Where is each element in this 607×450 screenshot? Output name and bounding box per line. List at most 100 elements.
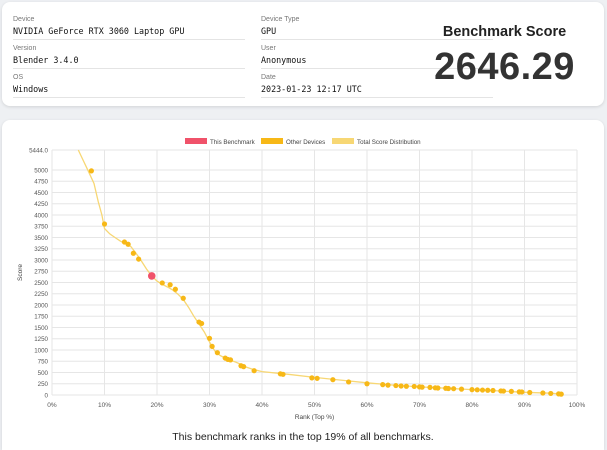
y-tick-label: 250: [38, 381, 49, 388]
other-device-point: [309, 375, 315, 381]
user-value: Anonymous: [261, 55, 307, 65]
version-value: Blender 3.4.0: [13, 55, 79, 65]
y-tick-label: 4250: [34, 201, 48, 208]
device-info-card: Device NVIDIA GeForce RTX 3060 Laptop GP…: [2, 2, 604, 106]
legend-swatch: [185, 138, 207, 144]
other-device-point: [199, 320, 205, 327]
x-tick-label: 100%: [569, 402, 586, 409]
other-device-point: [227, 357, 234, 363]
y-tick-label: 2000: [34, 302, 48, 309]
other-device-point: [88, 168, 94, 174]
score-distribution-chart: 0 250 500 750 1000 1250 1500 1750 2000 2250 2500 27…: [17, 138, 586, 421]
legend-label: Other Devices: [286, 139, 325, 146]
date-value: 2023-01-23 12:17 UTC: [261, 84, 362, 94]
other-device-point: [411, 383, 417, 390]
other-device-point: [130, 250, 136, 256]
x-tick-label: 20%: [150, 402, 163, 409]
divider: [261, 68, 493, 69]
other-device-point: [403, 383, 409, 389]
device-field: Device NVIDIA GeForce RTX 3060 Laptop GP…: [13, 15, 245, 40]
x-tick-label: 40%: [255, 402, 268, 409]
y-tick-label: 1750: [34, 314, 48, 321]
other-device-point: [136, 256, 142, 262]
device-type-label: Device Type: [261, 16, 300, 23]
other-device-point: [385, 382, 391, 388]
other-device-point: [346, 379, 352, 385]
x-axis-title: Rank (Top %): [295, 414, 334, 421]
other-device-point: [214, 350, 220, 356]
y-axis-title: Score: [17, 264, 24, 281]
other-device-point: [209, 343, 215, 349]
other-device-point: [101, 221, 108, 227]
y-tick-label: 3250: [34, 246, 48, 253]
x-tick-label: 0%: [47, 402, 57, 409]
other-device-point: [445, 385, 451, 392]
y-tick-label: 5000: [34, 167, 48, 174]
other-device-point: [172, 286, 178, 292]
other-device-point: [474, 387, 480, 393]
y-tick-label: 1250: [34, 336, 48, 343]
other-device-point: [125, 241, 131, 247]
benchmark-score-title: Benchmark Score: [442, 24, 567, 40]
other-device-point: [167, 282, 173, 288]
date-field: Date 2023-01-23 12:17 UTC: [261, 73, 493, 98]
other-device-point: [558, 391, 564, 397]
divider: [261, 39, 493, 40]
os-field: OS Windows: [13, 73, 245, 98]
x-tick-label: 80%: [465, 402, 478, 409]
x-tick-label: 90%: [518, 402, 531, 409]
other-device-point: [398, 383, 404, 389]
legend-swatch: [261, 138, 283, 144]
y-tick-label: 5444.0: [29, 148, 48, 155]
x-tick-label: 70%: [413, 402, 426, 409]
y-tick-label: 4500: [34, 190, 48, 197]
other-device-point: [540, 390, 546, 396]
other-device-point: [251, 368, 257, 374]
distribution-line: [77, 149, 562, 395]
other-device-point: [519, 389, 525, 395]
y-tick-label: 500: [38, 370, 49, 377]
other-device-point: [159, 280, 165, 286]
y-tick-label: 2500: [34, 280, 48, 287]
chart-card: 0 250 500 750 1000 1250 1500 1750 2000 2250 2500 27…: [2, 120, 604, 450]
legend-label: This Benchmark: [210, 139, 256, 146]
divider: [13, 39, 245, 40]
version-field: Version Blender 3.4.0: [13, 44, 245, 69]
legend-swatch: [332, 138, 354, 144]
y-tick-label: 3500: [34, 235, 48, 242]
y-tick-label: 3750: [34, 224, 48, 231]
other-device-point: [330, 377, 336, 383]
other-device-point: [206, 335, 213, 341]
other-device-point: [280, 371, 286, 377]
other-device-point: [241, 364, 247, 370]
other-device-point: [508, 388, 514, 394]
device-type-field: Device Type GPU: [261, 15, 493, 40]
other-device-point: [527, 389, 533, 396]
other-device-point: [364, 381, 370, 387]
other-device-point: [490, 387, 496, 394]
other-device-point: [500, 388, 507, 394]
other-device-point: [393, 382, 399, 389]
os-value: Windows: [13, 84, 49, 94]
legend-label: Total Score Distribution: [357, 139, 421, 146]
y-tick-label: 2250: [34, 291, 48, 298]
divider: [13, 68, 245, 69]
user-label: User: [261, 45, 276, 52]
device-type-value: GPU: [261, 26, 277, 36]
y-tick-label: 4750: [34, 179, 48, 186]
x-tick-label: 60%: [360, 402, 373, 409]
other-device-point: [380, 382, 386, 388]
user-field: User Anonymous: [261, 44, 493, 69]
other-device-point: [427, 384, 433, 390]
date-label: Date: [261, 74, 276, 81]
rank-summary: This benchmark ranks in the top 19% of a…: [172, 431, 434, 443]
x-tick-label: 30%: [203, 402, 216, 409]
x-tick-label: 50%: [308, 402, 321, 409]
y-tick-label: 1000: [34, 347, 48, 354]
y-tick-label: 2750: [34, 269, 48, 276]
other-device-point: [419, 384, 425, 390]
divider: [13, 97, 245, 98]
y-tick-label: 1500: [34, 325, 48, 332]
device-value: NVIDIA GeForce RTX 3060 Laptop GPU: [13, 26, 185, 36]
other-device-point: [435, 385, 441, 391]
